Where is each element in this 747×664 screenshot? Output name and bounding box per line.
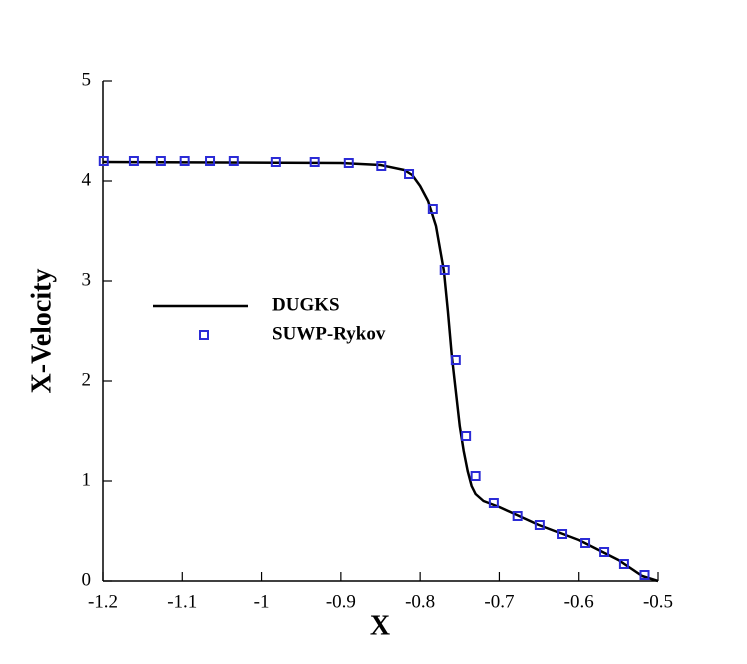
y-tick-label: 2 [82, 369, 92, 390]
marker [128, 156, 139, 166]
y-tick-label: 5 [82, 69, 92, 90]
marker [557, 529, 568, 539]
marker [580, 538, 591, 548]
legend-label: SUWP-Rykov [272, 323, 386, 344]
marker [639, 570, 650, 580]
marker [270, 157, 281, 167]
marker [205, 156, 216, 166]
y-tick-label: 1 [82, 469, 92, 490]
marker [179, 156, 190, 166]
marker [461, 431, 472, 441]
marker [427, 204, 438, 214]
legend-marker [199, 330, 209, 340]
y-tick-label: 3 [82, 269, 92, 290]
x-tick-label: -0.9 [326, 591, 356, 612]
y-axis-title: X-Velocity [26, 269, 57, 394]
x-tick-label: -0.8 [405, 591, 435, 612]
marker [98, 156, 109, 166]
marker [404, 169, 415, 179]
x-tick-label: -1 [254, 591, 270, 612]
x-tick-label: -1.1 [167, 591, 197, 612]
marker [470, 471, 481, 481]
legend-label: DUGKS [272, 294, 340, 315]
marker [343, 158, 354, 168]
marker [228, 156, 239, 166]
marker [488, 498, 499, 508]
y-tick-label: 0 [82, 569, 92, 590]
marker [439, 265, 450, 275]
x-tick-label: -1.2 [88, 591, 118, 612]
x-tick-label: -0.5 [643, 591, 673, 612]
series-line [102, 160, 659, 583]
marker [309, 157, 320, 167]
x-tick-label: -0.6 [564, 591, 594, 612]
marker [450, 355, 461, 365]
marker [599, 547, 610, 557]
y-tick-label: 4 [82, 169, 92, 190]
marker [618, 559, 629, 569]
marker [512, 511, 523, 521]
marker [155, 156, 166, 166]
x-tick-label: -0.7 [484, 591, 514, 612]
x-axis-title: X [370, 610, 390, 641]
marker [534, 520, 545, 530]
marker [376, 161, 387, 171]
